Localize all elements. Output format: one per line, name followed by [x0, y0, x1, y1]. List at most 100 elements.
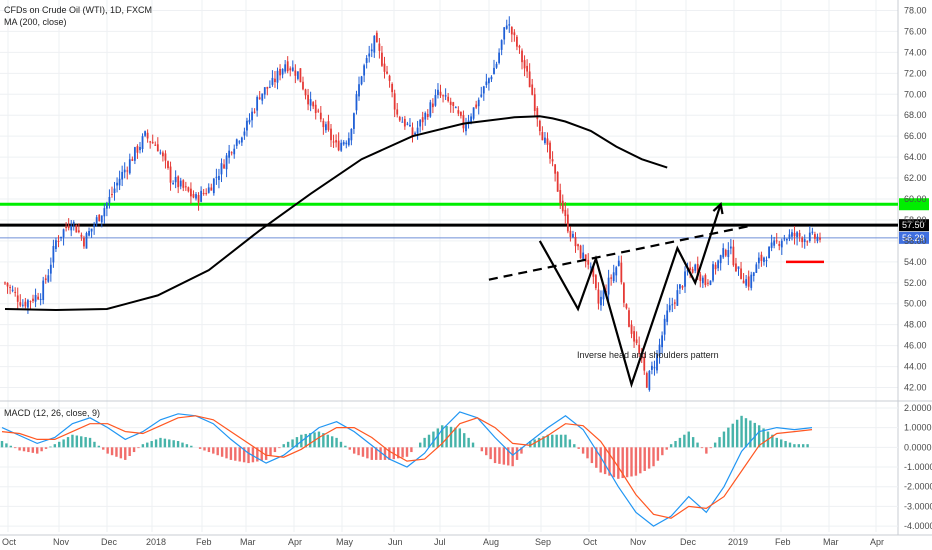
macd-histogram-bar	[551, 434, 554, 448]
candle-body	[564, 209, 567, 217]
candle-body	[411, 127, 414, 138]
candle-body	[673, 302, 676, 304]
candle-body	[653, 367, 656, 369]
candle-body	[398, 116, 401, 121]
candle-body	[752, 272, 755, 276]
candle-body	[493, 67, 495, 75]
candle-body	[549, 142, 551, 159]
candle-body	[202, 193, 205, 195]
candle-body	[307, 94, 309, 105]
macd-histogram-bar	[102, 447, 105, 450]
candle-body	[732, 246, 735, 266]
candle-body	[294, 70, 297, 76]
macd-histogram-bar	[124, 447, 127, 460]
macd-histogram-bar	[700, 447, 704, 449]
macd-histogram-bar	[489, 447, 492, 460]
candle-body	[544, 137, 546, 144]
macd-histogram-bar	[577, 447, 580, 449]
ma-indicator-label: MA (200, close)	[4, 17, 67, 27]
candle-body	[197, 195, 200, 203]
candle-body	[477, 99, 480, 107]
candle-body	[528, 71, 531, 88]
candle-body	[454, 107, 457, 109]
candle-body	[149, 141, 152, 143]
macd-histogram-bar	[212, 447, 215, 454]
candle-body	[763, 257, 765, 262]
macd-histogram-bar	[9, 445, 13, 448]
macd-histogram-bar	[172, 440, 175, 448]
candle-body	[622, 283, 625, 303]
candle-body	[162, 152, 164, 157]
candle-body	[707, 282, 709, 284]
level-price-label: 56.29	[902, 233, 925, 243]
candle-body	[691, 268, 694, 273]
candle-body	[561, 200, 564, 212]
candle-body	[791, 232, 793, 237]
candle-body	[284, 64, 287, 72]
macd-histogram-bar	[485, 447, 488, 456]
candle-body	[541, 132, 544, 141]
macd-histogram-bar	[251, 447, 255, 463]
candle-body	[146, 132, 149, 139]
candle-body	[696, 263, 699, 277]
candle-body	[34, 294, 37, 302]
candle-body	[757, 257, 760, 264]
macd-histogram-bar	[515, 447, 519, 460]
candle-body	[327, 121, 330, 130]
candle-body	[337, 140, 340, 151]
candle-body	[803, 239, 806, 242]
price-tick-label: 42.00	[904, 383, 927, 393]
candle-body	[709, 280, 712, 285]
candle-body	[345, 142, 348, 145]
candle-body	[778, 244, 781, 246]
macd-histogram-bar	[507, 447, 510, 466]
macd-histogram-bar	[291, 439, 294, 448]
macd-histogram-bar	[441, 425, 444, 448]
candle-body	[309, 99, 312, 106]
macd-tick-label: -3.0000	[904, 501, 932, 511]
price-series	[4, 16, 821, 392]
candle-body	[386, 71, 388, 74]
macd-tick-label: 2.0000	[904, 403, 932, 413]
candle-body	[212, 178, 215, 194]
macd-histogram-bar	[806, 444, 809, 448]
candle-body	[592, 266, 595, 277]
macd-histogram-bar	[625, 447, 629, 478]
macd-histogram-bar	[436, 428, 440, 448]
macd-histogram-bar	[308, 433, 312, 448]
candle-body	[651, 365, 653, 370]
time-tick-label: 2018	[146, 537, 166, 547]
candle-body	[579, 245, 582, 259]
candle-body	[75, 225, 78, 233]
macd-histogram-bar	[612, 447, 616, 478]
macd-histogram-bar	[542, 436, 545, 448]
candle-body	[429, 102, 432, 117]
candle-body	[9, 287, 11, 289]
candle-body	[488, 78, 490, 84]
macd-histogram-bar	[564, 434, 567, 448]
candle-body	[360, 76, 363, 85]
candle-body	[798, 232, 801, 237]
candle-body	[503, 27, 506, 40]
candle-body	[302, 81, 304, 90]
macd-histogram-bar	[449, 426, 453, 448]
macd-histogram-bar	[419, 442, 422, 448]
candle-body	[103, 208, 106, 217]
candle-body	[600, 296, 602, 306]
macd-histogram-bar	[150, 441, 153, 448]
macd-histogram-bar	[137, 447, 140, 449]
macd-histogram-bar	[146, 442, 149, 448]
macd-histogram-bar	[352, 447, 356, 454]
macd-histogram-bar	[458, 428, 462, 448]
candle-body	[671, 304, 674, 306]
candle-body	[459, 112, 462, 116]
macd-histogram-bar	[344, 445, 347, 448]
candle-body	[442, 95, 444, 97]
candle-body	[510, 26, 513, 35]
candle-body	[566, 214, 569, 232]
macd-histogram-bar	[410, 447, 413, 453]
candle-body	[801, 237, 804, 243]
macd-histogram-bar	[282, 444, 285, 448]
macd-histogram-bar	[115, 447, 118, 457]
candle-body	[656, 354, 658, 371]
